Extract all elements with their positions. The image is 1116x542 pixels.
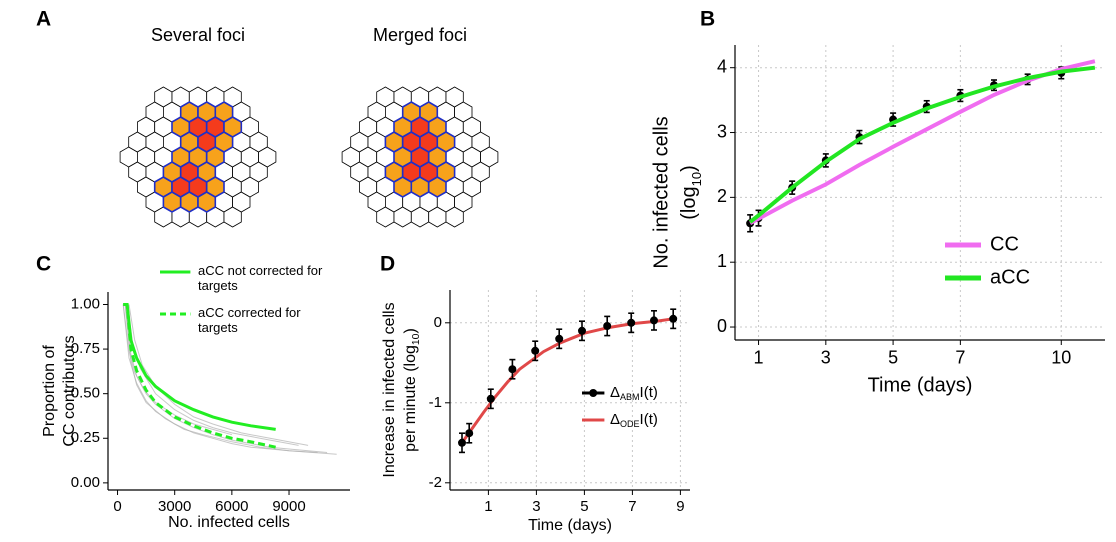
x-tick-label: 3000 [158, 498, 191, 515]
y-axis-title: CC contributors [61, 335, 78, 446]
y-tick-label: 0.25 [71, 429, 100, 446]
diagram-title: Merged foci [373, 25, 467, 45]
panel-label: A [36, 8, 51, 31]
x-tick-label: 3 [821, 348, 831, 368]
legend-label: aCC [990, 266, 1030, 288]
data-point [669, 314, 678, 323]
legend-label-part: ODE [620, 419, 640, 429]
data-point [508, 365, 517, 374]
legend-label-part: I(t) [640, 411, 658, 428]
x-tick-label: 6000 [215, 498, 248, 515]
legend-label: ΔABMI(t) [610, 384, 658, 402]
data-point [603, 322, 612, 330]
y-axis-title: Proportion of [41, 345, 58, 437]
data-point [650, 316, 658, 325]
y-axis-title: (log10) [678, 165, 704, 220]
x-axis-title: No. infected cells [168, 514, 290, 531]
y-axis-title-part: 10 [411, 333, 422, 345]
x-tick-label: 0 [113, 498, 121, 515]
legend-label-part: I(t) [640, 384, 658, 401]
y-axis-title-part: (log [678, 186, 700, 219]
y-tick-label: 4 [717, 56, 727, 76]
legend-label-part: Δ [610, 411, 620, 428]
panel-label: C [36, 253, 51, 276]
x-tick-label: 5 [888, 348, 898, 368]
data-point [458, 438, 466, 447]
panel-label: D [380, 253, 395, 276]
background-line [122, 304, 233, 436]
data-point [627, 318, 636, 327]
x-tick-label: 1 [484, 498, 492, 515]
legend-label-part: ABM [620, 392, 640, 402]
background-line [128, 304, 309, 446]
x-tick-label: 9000 [272, 498, 305, 515]
y-axis-title-part: ) [678, 165, 700, 172]
data-point [465, 429, 474, 438]
y-axis-title: per minute (log10) [402, 328, 422, 452]
x-tick-label: 7 [955, 348, 965, 368]
x-tick-label: 10 [1051, 348, 1071, 368]
y-tick-label: 0 [434, 314, 442, 331]
legend-label: ΔODEI(t) [610, 411, 658, 429]
y-axis-title-part: per minute (log [402, 345, 419, 452]
y-axis-title: Increase in infected cells [381, 302, 398, 477]
y-axis-title-part: 10 [689, 172, 704, 186]
y-tick-label: 1.00 [71, 295, 100, 312]
y-tick-label: -1 [429, 394, 442, 411]
legend-label-box: aCC not corrected for targets [198, 263, 323, 293]
hex-cell [258, 146, 277, 168]
y-tick-label: 3 [717, 121, 727, 141]
y-tick-label: -2 [429, 474, 442, 491]
hex-cell-infected [436, 131, 456, 153]
background-line [124, 304, 337, 455]
x-axis-title: Time (days) [528, 517, 612, 534]
legend-label-box: aCC corrected for targets [198, 305, 301, 335]
x-tick-label: 9 [676, 498, 684, 515]
x-tick-label: 7 [628, 498, 636, 515]
legend-marker [589, 389, 598, 397]
y-axis-title: No. infected cells [650, 116, 672, 268]
data-point [486, 394, 495, 403]
y-tick-label: 0.50 [71, 385, 100, 402]
y-tick-label: 0.00 [71, 474, 100, 491]
y-tick-label: 0 [717, 316, 727, 336]
legend-label-part: Δ [610, 384, 620, 401]
y-axis-title-part: CC contributors [61, 335, 78, 446]
series-line [749, 59, 1096, 226]
y-tick-label: 2 [717, 186, 727, 206]
data-point [531, 346, 540, 355]
y-tick-label: 1 [717, 251, 727, 271]
data-point [578, 326, 586, 335]
data-point [555, 334, 564, 343]
hex-cell-infected [436, 161, 456, 183]
hex-cell-infected [205, 176, 225, 198]
legend-label: CC [990, 233, 1019, 255]
series-line [748, 65, 1096, 224]
y-tick-label: 0.75 [71, 340, 100, 357]
y-axis-title-part: ) [402, 328, 419, 333]
hex-cell [480, 146, 499, 168]
legend-label: aCC corrected for targets [198, 305, 301, 335]
hex-cell-infected [223, 116, 243, 138]
x-tick-label: 5 [580, 498, 588, 515]
x-axis-title: Time (days) [868, 374, 973, 396]
x-tick-label: 1 [754, 348, 764, 368]
diagram-title: Several foci [151, 25, 245, 45]
panel-label: B [700, 8, 715, 31]
legend-label: aCC not corrected for targets [198, 263, 323, 293]
x-tick-label: 3 [532, 498, 540, 515]
